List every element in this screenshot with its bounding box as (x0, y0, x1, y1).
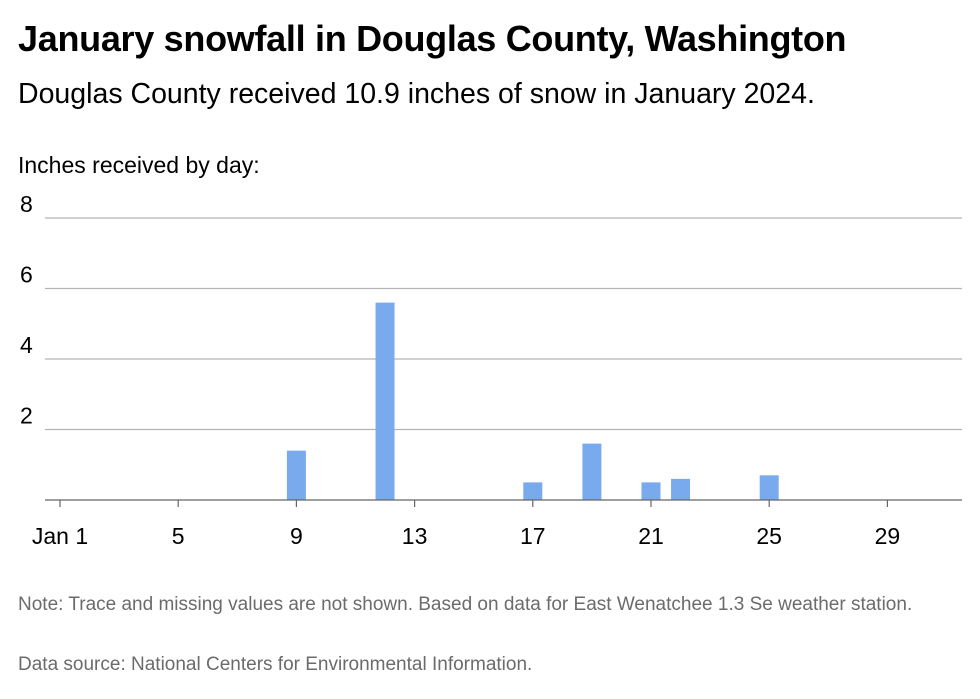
x-tick-label-9: 9 (290, 523, 303, 549)
x-tick-label-5: 5 (172, 523, 185, 549)
bar-day-25 (759, 475, 779, 500)
gridlines: 2 4 6 8 (20, 195, 962, 431)
x-tick-label-21: 21 (638, 523, 664, 549)
x-tick-label-17: 17 (520, 523, 546, 549)
bar-day-21 (641, 482, 661, 500)
bar-day-9 (286, 450, 306, 500)
snowfall-bar-chart: 2 4 6 8 Jan 1 5 9 13 17 21 25 29 (20, 195, 962, 549)
data-source: Data source: National Centers for Enviro… (18, 654, 533, 675)
x-tick-label-1: Jan 1 (32, 523, 88, 549)
chart-note: Note: Trace and missing values are not s… (18, 594, 913, 615)
bar-day-22 (671, 478, 691, 500)
x-tick-label-29: 29 (875, 523, 901, 549)
chart-title: January snowfall in Douglas County, Wash… (18, 18, 847, 59)
chart-subtitle: Douglas County received 10.9 inches of s… (18, 78, 815, 110)
x-tick-label-13: 13 (402, 523, 428, 549)
bar-day-17 (523, 482, 543, 500)
y-tick-label-4: 4 (20, 332, 33, 358)
y-tick-label-6: 6 (20, 262, 33, 288)
bars (286, 302, 779, 500)
y-tick-label-2: 2 (20, 403, 33, 429)
x-tick-label-25: 25 (756, 523, 782, 549)
y-tick-label-8: 8 (20, 195, 33, 217)
x-axis: Jan 1 5 9 13 17 21 25 29 (32, 499, 962, 549)
y-axis-caption: Inches received by day: (18, 152, 260, 178)
bar-day-12 (375, 302, 395, 500)
bar-day-19 (582, 443, 602, 500)
